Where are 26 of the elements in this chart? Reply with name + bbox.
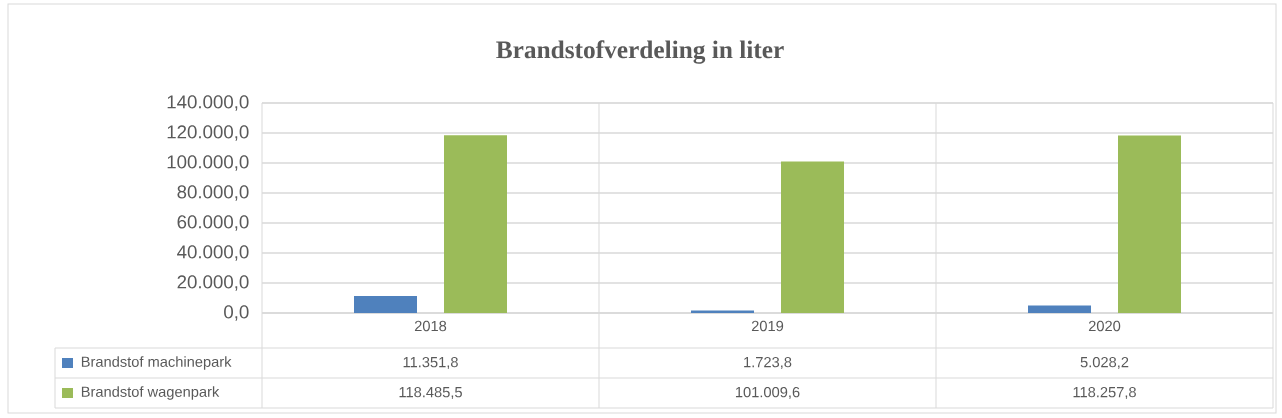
x-tick-label: 2019 [751,320,784,332]
legend-label: Brandstof wagenpark [81,386,220,400]
bar [781,161,845,313]
y-tick-label: 40.000,0 [177,245,249,261]
data-label: 118.257,8 [1073,386,1136,400]
y-tick-label: 60.000,0 [177,215,249,231]
y-tick-label: 140.000,0 [167,95,249,111]
data-label: 118.485,5 [399,386,462,400]
bar [1028,305,1092,313]
bar [691,310,755,313]
chart-title: Brandstofverdeling in liter [496,40,784,64]
data-label: 11.351,8 [403,356,458,370]
y-tick-label: 120.000,0 [167,125,249,141]
y-tick-label: 100.000,0 [167,155,249,171]
y-tick-label: 80.000,0 [177,185,249,201]
data-label: 101.009,6 [735,386,800,400]
legend-label: Brandstof machinepark [81,356,232,370]
bar [354,295,418,313]
bar [1118,135,1182,313]
x-tick-label: 2018 [414,320,447,332]
data-label: 5.028,2 [1080,356,1129,370]
y-tick-label: 20.000,0 [177,275,249,291]
x-tick-label: 2020 [1088,320,1121,332]
bar [444,135,507,313]
y-tick-label: 0,0 [224,305,249,321]
data-label: 1.723,8 [744,356,792,370]
